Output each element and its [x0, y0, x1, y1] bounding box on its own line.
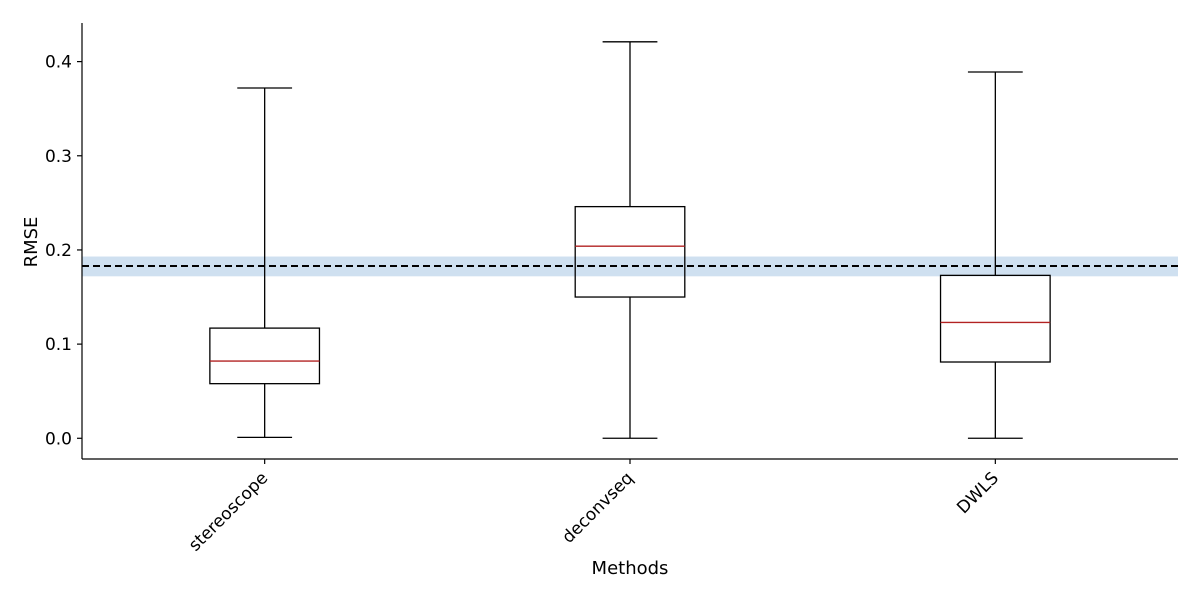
- y-axis-title: RMSE: [21, 217, 42, 268]
- y-tick-label: 0.4: [45, 53, 72, 73]
- boxes-layer: [209, 41, 1051, 439]
- box-stereoscope: [209, 87, 321, 438]
- box-deconvseq: [574, 41, 686, 439]
- x-axis-title: Methods: [592, 558, 669, 579]
- y-tick-label: 0.1: [45, 335, 72, 355]
- x-ticks-layer: stereoscope deconvseq DWLS: [185, 459, 1003, 556]
- x-tick-label-deconvseq: deconvseq: [558, 468, 637, 547]
- y-tick-label: 0.0: [45, 429, 72, 449]
- y-ticks-layer: 0.0 0.1 0.2 0.3 0.4: [45, 53, 82, 449]
- box-body: [939, 274, 1051, 363]
- box-body: [209, 327, 321, 385]
- y-tick-label: 0.2: [45, 241, 72, 261]
- x-tick-label-stereoscope: stereoscope: [185, 468, 272, 555]
- x-tick-label-DWLS: DWLS: [953, 468, 1003, 518]
- y-tick-label: 0.3: [45, 147, 72, 167]
- reference-band-layer: [82, 256, 1178, 277]
- reference-band: [82, 256, 1178, 277]
- box-body: [574, 205, 686, 298]
- box-DWLS: [939, 71, 1051, 439]
